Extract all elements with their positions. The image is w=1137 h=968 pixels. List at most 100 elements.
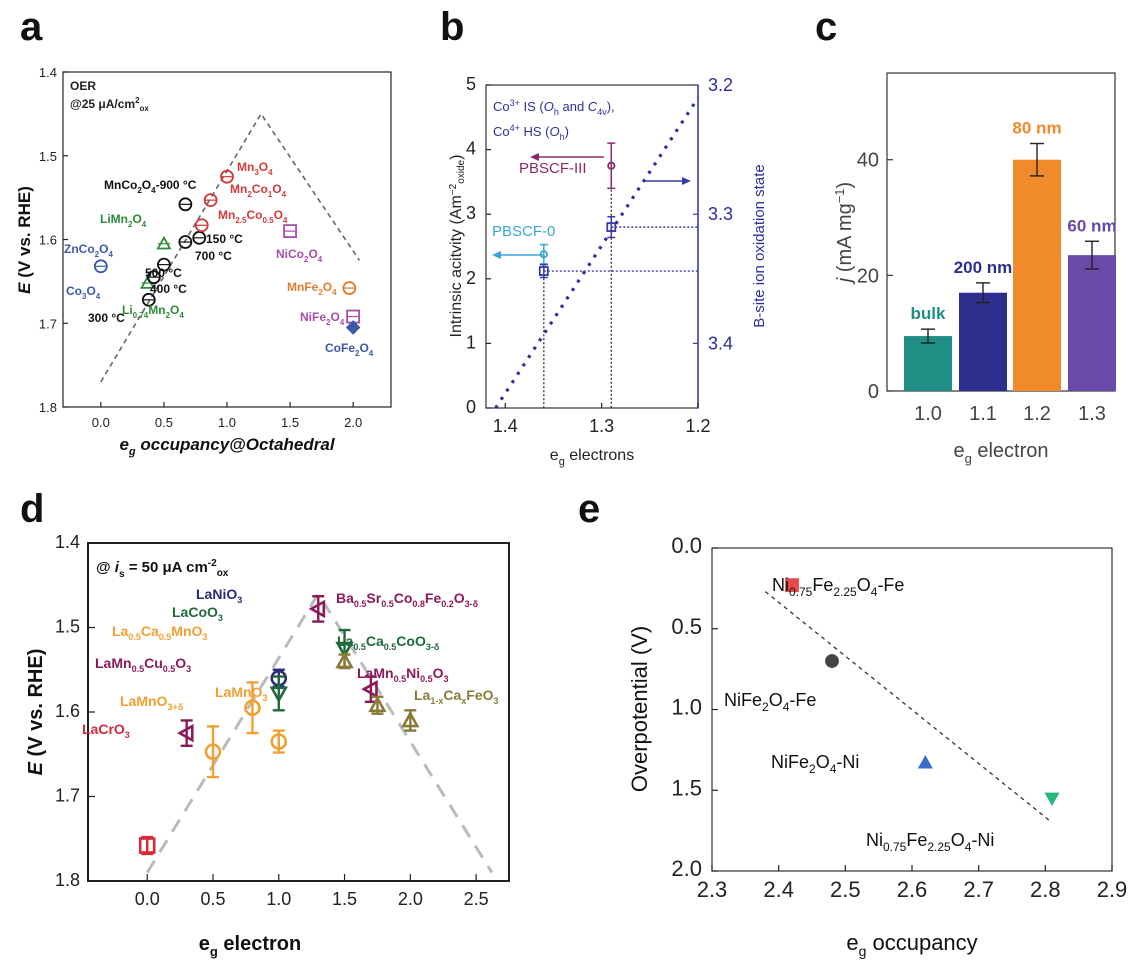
x-tick-label: 1.2 — [685, 416, 710, 436]
label-pbscf-iii: PBSCF-III — [519, 160, 587, 177]
point-la-ca-feo — [335, 651, 354, 669]
x-tick-label: 1.3 — [1078, 403, 1106, 425]
errorbar-lacoo — [272, 675, 285, 712]
point-ni-fe-o-ni — [1044, 792, 1060, 807]
label-mn2co1o4: Mn2Co1O4 — [230, 182, 287, 199]
trend-guide-line — [100, 112, 361, 383]
chart-d-frame — [87, 542, 510, 882]
errorbar-ba-sr-co-fe-o — [312, 595, 325, 623]
x-tick-label: 2.5 — [830, 877, 861, 902]
x-tick-label: 2.6 — [897, 877, 928, 902]
x-tick-label: 2.4 — [763, 877, 794, 902]
label-pbscf-0: PBSCF-0 — [492, 223, 555, 240]
chart-b-y2label: B-site ion oxidation state — [751, 164, 768, 327]
x-tick-label: 1.1 — [969, 403, 997, 425]
label-nico2o4: NiCo2O4 — [276, 247, 323, 264]
y-tick-label: 1.7 — [55, 786, 80, 806]
y-tick-label: 1.7 — [39, 316, 57, 331]
x-tick-label: 1.2 — [1023, 403, 1051, 425]
label-li074mn2o4: Li0.74Mn2O4 — [122, 303, 184, 320]
errorbar-lamno — [206, 725, 219, 779]
chart-a-annotation-1: OER — [70, 79, 96, 93]
label-lamno3: LaMnO3 — [215, 684, 267, 703]
panel-label-b: b — [440, 5, 464, 49]
x-tick-label: 1.0 — [914, 403, 942, 425]
chart-a-annotation-2: @25 μA/cm2ox — [70, 96, 149, 113]
chart-e: 2.3 2.4 2.5 2.6 2.7 2.8 2.9 0.0 0.5 1.0 1.5 2.0 Ni0… — [627, 533, 1127, 959]
bar-label-bulk: bulk — [911, 304, 946, 323]
y-tick-label: 1.5 — [55, 617, 80, 637]
label-ni075-ni: Ni0.75Fe2.25O4-Ni — [866, 830, 994, 854]
label-la05ca05coo3: La0.5Ca0.5CoO3-δ — [337, 633, 440, 652]
point-ox-1 — [606, 222, 617, 233]
label-400c: 400 °C — [150, 282, 187, 296]
x-tick-label: 2.0 — [344, 415, 362, 430]
point-ni-fe-o-fe — [785, 578, 799, 593]
label-lamn05cu05o3: LaMn0.5Cu0.5O3 — [95, 655, 191, 674]
errorbar-200-nm — [976, 282, 990, 304]
x-tick-label: 2.8 — [1030, 877, 1061, 902]
x-tick-label: 2.9 — [1097, 877, 1128, 902]
chart-d-annotation: @ is = 50 μA cm-2ox — [96, 558, 229, 580]
chart-c: 0 20 40 bulk 1.0 200 nm 1.1 80 nm 1.2 60 nm 1.3 e… — [832, 72, 1117, 466]
label-mn3o4: Mn3O4 — [237, 160, 273, 177]
errorbar-60-nm — [1085, 240, 1099, 270]
label-nife2o4-ni: NiFe2O4-Ni — [771, 752, 859, 776]
y2-tick-label: 3.3 — [708, 204, 733, 224]
bar-label-60-nm: 60 nm — [1067, 216, 1116, 235]
point-lamno — [270, 733, 288, 750]
label-la05ca05mno3: La0.5Ca0.5MnO3 — [112, 623, 207, 642]
y-tick-label: 2 — [466, 268, 476, 288]
x-tick-label: 2.5 — [464, 889, 489, 909]
point-lamn-ni-o — [361, 679, 378, 699]
bar-60-nm — [1068, 255, 1116, 391]
x-tick-label: 2.0 — [398, 889, 423, 909]
x-tick-label: 1.4 — [493, 416, 518, 436]
errorbar-80-nm — [1030, 142, 1044, 177]
point-lamn-cu-o — [176, 723, 194, 743]
x-tick-label: 0.5 — [155, 415, 173, 430]
trend-guide-line — [145, 590, 494, 874]
y-tick-label: 1.6 — [55, 701, 80, 721]
panel-label-a: a — [20, 5, 43, 49]
label-lacoo3: LaCoO3 — [172, 604, 223, 623]
label-150c: 150 °C — [206, 232, 243, 246]
bar-200-nm — [959, 292, 1007, 391]
chart-a-xlabel: eg occupancy@Octahedral — [119, 435, 335, 458]
label-co3o4: Co3O4 — [66, 284, 101, 301]
chart-a: OER @25 μA/cm2ox eg occupancy@Octahedral… — [15, 65, 392, 458]
y-tick-label: 0.5 — [671, 614, 702, 639]
label-lamno3-delta: LaMnO3+δ — [120, 693, 184, 712]
arrow-head-pbscf-0 — [492, 251, 501, 259]
point-la-ca-mno — [244, 699, 261, 717]
y-tick-label: 1.8 — [55, 870, 80, 890]
x-tick-label: 1.0 — [266, 889, 291, 909]
panel-label-c: c — [815, 5, 837, 49]
point-ox-2 — [538, 266, 549, 276]
errorbar-bulk — [921, 328, 935, 344]
y-tick-label: 1.4 — [39, 65, 57, 80]
x-tick-label: 0.5 — [200, 889, 225, 909]
chart-e-xlabel: eg occupancy — [846, 930, 977, 959]
x-tick-label: 2.7 — [963, 877, 994, 902]
point-ba-sr-co-fe-o — [308, 599, 326, 619]
y2-tick-label: 3.2 — [708, 75, 733, 95]
y-tick-label: 0 — [466, 397, 476, 417]
point-la1-xcaxfeo3-11 — [368, 695, 387, 713]
chart-b-frame — [485, 84, 699, 409]
label-bscf: Ba0.5Sr0.5Co0.8Fe0.2O3-δ — [336, 590, 479, 609]
x-tick-label: 1.0 — [218, 415, 236, 430]
y-tick-label: 1.5 — [39, 149, 57, 164]
label-lanio3: LaNiO3 — [196, 586, 242, 605]
bar-80-nm — [1013, 159, 1061, 391]
y-tick-label: 1.5 — [671, 775, 702, 800]
label-mnfe2o4: MnFe2O4 — [287, 280, 337, 297]
errorbar-la-ca-mno — [246, 681, 259, 735]
chart-b-ylabel: Intrinsic acitvity (Am−2oxide) — [448, 155, 467, 338]
label-nife2o4: NiFe2O4 — [300, 310, 345, 327]
point-la-ca-coo — [335, 641, 354, 659]
point-nife-o-fe — [825, 654, 839, 668]
errorbar-lacro — [141, 835, 154, 856]
bar-label-200-nm: 200 nm — [954, 258, 1013, 277]
